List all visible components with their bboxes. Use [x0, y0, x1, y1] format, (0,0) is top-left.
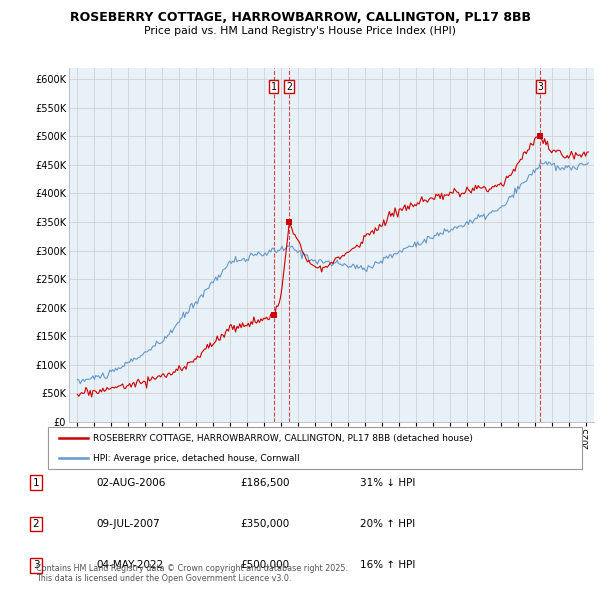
- Text: 16% ↑ HPI: 16% ↑ HPI: [360, 560, 415, 570]
- Text: 31% ↓ HPI: 31% ↓ HPI: [360, 478, 415, 487]
- Text: Price paid vs. HM Land Registry's House Price Index (HPI): Price paid vs. HM Land Registry's House …: [144, 26, 456, 36]
- Text: 09-JUL-2007: 09-JUL-2007: [96, 519, 160, 529]
- Text: Contains HM Land Registry data © Crown copyright and database right 2025.
This d: Contains HM Land Registry data © Crown c…: [36, 563, 348, 583]
- Text: 2: 2: [286, 81, 292, 91]
- Text: HPI: Average price, detached house, Cornwall: HPI: Average price, detached house, Corn…: [94, 454, 300, 463]
- FancyBboxPatch shape: [48, 427, 582, 469]
- Text: ROSEBERRY COTTAGE, HARROWBARROW, CALLINGTON, PL17 8BB (detached house): ROSEBERRY COTTAGE, HARROWBARROW, CALLING…: [94, 434, 473, 443]
- Text: 20% ↑ HPI: 20% ↑ HPI: [360, 519, 415, 529]
- Text: £500,000: £500,000: [240, 560, 289, 570]
- Text: £350,000: £350,000: [240, 519, 289, 529]
- Text: 2: 2: [32, 519, 40, 529]
- Text: 3: 3: [538, 81, 544, 91]
- Text: 02-AUG-2006: 02-AUG-2006: [96, 478, 166, 487]
- Text: 04-MAY-2022: 04-MAY-2022: [96, 560, 163, 570]
- Text: ROSEBERRY COTTAGE, HARROWBARROW, CALLINGTON, PL17 8BB: ROSEBERRY COTTAGE, HARROWBARROW, CALLING…: [70, 11, 530, 24]
- Text: £186,500: £186,500: [240, 478, 290, 487]
- Text: 1: 1: [32, 478, 40, 487]
- Text: 3: 3: [32, 560, 40, 570]
- Text: 1: 1: [271, 81, 277, 91]
